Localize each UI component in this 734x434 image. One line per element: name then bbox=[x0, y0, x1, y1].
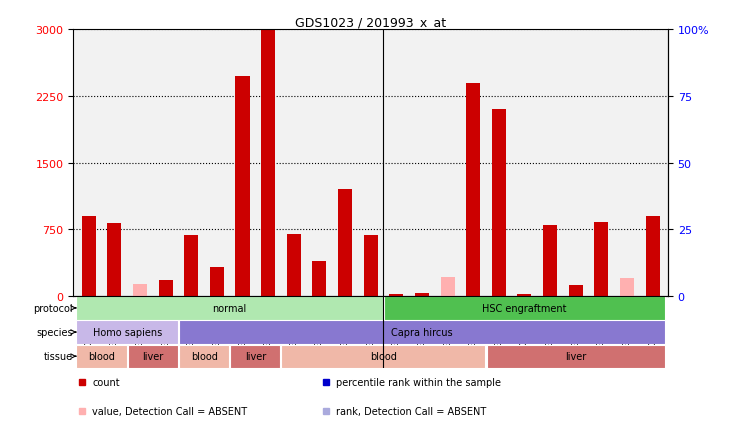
Text: value, Detection Call = ABSENT: value, Detection Call = ABSENT bbox=[92, 406, 247, 416]
Bar bbox=[76, 321, 178, 344]
Title: GDS1023 / 201993_x_at: GDS1023 / 201993_x_at bbox=[295, 16, 446, 29]
Text: normal: normal bbox=[213, 303, 247, 313]
Text: percentile rank within the sample: percentile rank within the sample bbox=[336, 378, 501, 388]
Bar bbox=[282, 345, 485, 368]
Text: liver: liver bbox=[244, 352, 266, 362]
Bar bbox=[128, 345, 178, 368]
Bar bbox=[76, 297, 383, 320]
Text: rank, Detection Call = ABSENT: rank, Detection Call = ABSENT bbox=[336, 406, 487, 416]
Bar bbox=[184, 236, 198, 296]
Bar bbox=[569, 286, 583, 296]
Text: blood: blood bbox=[370, 352, 397, 362]
Bar bbox=[81, 217, 96, 296]
Bar bbox=[76, 345, 127, 368]
Bar bbox=[338, 190, 352, 296]
Bar bbox=[466, 83, 480, 296]
Text: blood: blood bbox=[191, 352, 217, 362]
Text: HSC engraftment: HSC engraftment bbox=[482, 303, 567, 313]
Bar bbox=[620, 279, 634, 296]
Text: liver: liver bbox=[142, 352, 164, 362]
Bar bbox=[595, 223, 608, 296]
Text: species: species bbox=[36, 327, 73, 337]
Text: tissue: tissue bbox=[44, 352, 73, 362]
Bar bbox=[415, 293, 429, 296]
Bar bbox=[389, 294, 404, 296]
Text: count: count bbox=[92, 378, 120, 388]
Bar bbox=[440, 278, 454, 296]
Bar bbox=[543, 225, 557, 296]
Text: Capra hircus: Capra hircus bbox=[391, 327, 453, 337]
Text: blood: blood bbox=[88, 352, 115, 362]
Bar bbox=[230, 345, 280, 368]
Bar bbox=[179, 345, 229, 368]
Bar bbox=[313, 262, 327, 296]
Bar bbox=[287, 234, 301, 296]
Bar bbox=[133, 285, 147, 296]
Bar bbox=[107, 224, 121, 296]
Bar bbox=[492, 110, 506, 296]
Bar bbox=[159, 281, 172, 296]
Bar bbox=[236, 76, 250, 296]
Text: Homo sapiens: Homo sapiens bbox=[92, 327, 161, 337]
Bar bbox=[179, 321, 665, 344]
Bar bbox=[645, 217, 660, 296]
Bar bbox=[517, 294, 531, 296]
Bar bbox=[210, 267, 224, 296]
Bar bbox=[261, 30, 275, 296]
Bar bbox=[384, 297, 665, 320]
Text: protocol: protocol bbox=[33, 303, 73, 313]
Text: liver: liver bbox=[565, 352, 586, 362]
Bar bbox=[363, 236, 378, 296]
Bar bbox=[487, 345, 665, 368]
